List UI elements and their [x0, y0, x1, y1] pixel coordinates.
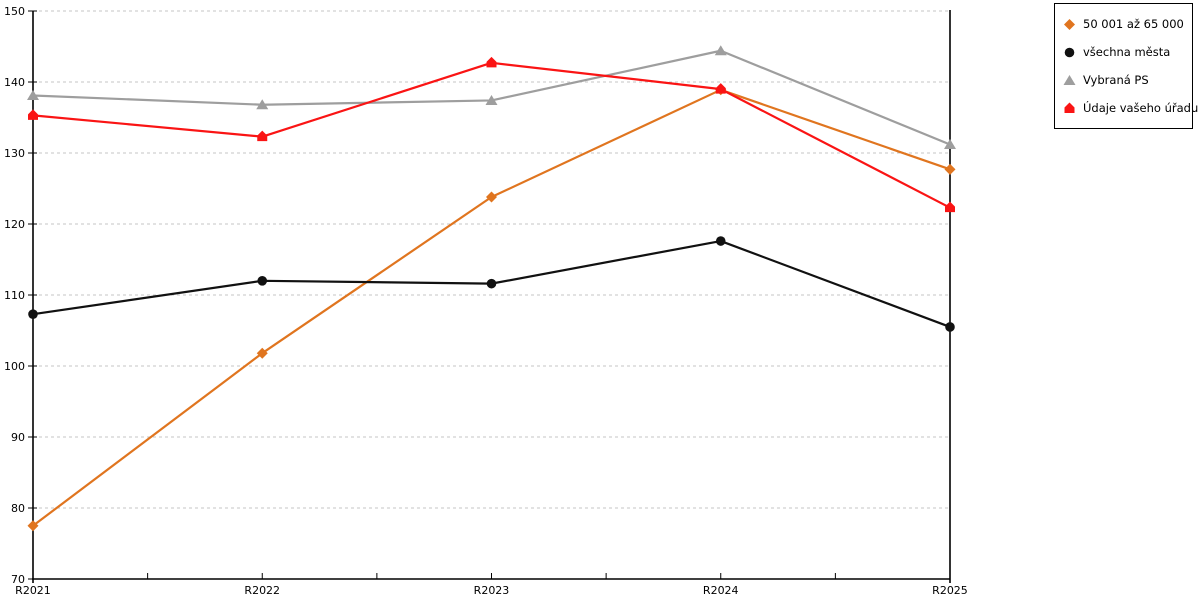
data-point-marker-triangle: [485, 94, 498, 105]
y-tick-label: 80: [11, 502, 25, 515]
data-point-marker-circle: [257, 276, 268, 286]
y-tick-label: 120: [4, 218, 25, 231]
y-tick-label: 140: [4, 76, 25, 89]
series-line: [31, 61, 952, 209]
data-point-marker-diamond: [486, 191, 497, 203]
data-point-marker-circle: [1064, 47, 1075, 57]
data-point-marker-pentagon: [486, 56, 497, 68]
y-tick-label: 90: [11, 431, 25, 444]
x-tick-label: R2023: [474, 584, 510, 597]
data-point-marker-diamond: [27, 520, 39, 532]
y-tick-label: 130: [4, 147, 25, 160]
x-tick-label: R2024: [703, 584, 739, 597]
y-tick-label: 150: [4, 5, 25, 18]
x-tick-label: R2025: [932, 584, 968, 597]
data-point-marker-pentagon: [945, 201, 955, 213]
data-point-marker-triangle: [1063, 74, 1076, 85]
data-point-marker-diamond: [256, 347, 268, 359]
legend-item: Údaje vašeho úřadu: [1063, 94, 1198, 122]
y-tick-label: 110: [4, 289, 25, 302]
data-point-marker-pentagon: [715, 83, 726, 94]
data-point-marker-circle: [486, 278, 497, 289]
legend-item: všechna města: [1063, 38, 1186, 66]
chart-legend: 50 001 až 65 000 všechna města Vybraná PS Ú…: [1054, 3, 1198, 129]
y-tick-label: 100: [4, 360, 25, 373]
data-point-marker-circle: [28, 309, 38, 319]
y-tick-label: 70: [11, 573, 25, 586]
legend-marker-diamond-icon: [1064, 18, 1075, 30]
legend-marker-triangle-icon: [1063, 74, 1076, 85]
data-point-marker-triangle: [27, 89, 39, 100]
data-point-marker-pentagon: [1064, 102, 1075, 113]
legend-label: Údaje vašeho úřadu: [1083, 101, 1199, 115]
legend-marker-pentagon-icon: [1064, 102, 1075, 113]
x-tick-label: R2021: [15, 584, 51, 597]
legend-item: 50 001 až 65 000: [1063, 10, 1186, 38]
data-point-marker-diamond: [944, 163, 956, 175]
data-point-marker-triangle: [714, 45, 727, 56]
data-point-marker-triangle: [256, 99, 269, 110]
data-point-marker-pentagon: [28, 109, 38, 120]
data-point-marker-diamond: [1064, 18, 1075, 30]
legend-label: všechna města: [1083, 45, 1171, 59]
x-tick-label: R2022: [244, 584, 280, 597]
data-point-marker-pentagon: [257, 130, 268, 142]
data-point-marker-circle: [945, 322, 955, 332]
legend-marker-circle-icon: [1064, 47, 1075, 57]
legend-label: Vybraná PS: [1083, 73, 1149, 87]
series-line: [31, 88, 952, 527]
legend-item: Vybraná PS: [1063, 66, 1186, 94]
data-point-marker-triangle: [944, 138, 956, 149]
data-point-marker-circle: [715, 236, 726, 246]
legend-label: 50 001 až 65 000: [1083, 17, 1184, 31]
